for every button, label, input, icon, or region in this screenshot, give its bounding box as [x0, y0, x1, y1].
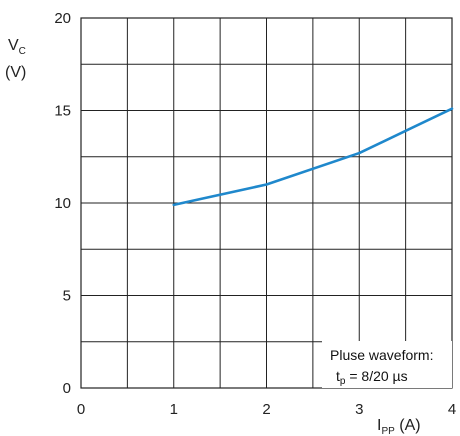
- y-tick-label: 15: [54, 103, 71, 120]
- x-tick-label: 1: [170, 401, 178, 418]
- annotation-tp-main: t: [336, 368, 340, 384]
- x-tick-label: 4: [448, 401, 456, 418]
- x-axis-title-sub: PP: [381, 426, 395, 436]
- series-line: [172, 107, 454, 207]
- x-tick-label: 3: [355, 401, 363, 418]
- y-axis-ticks: 0 5 10 15 20: [54, 10, 71, 397]
- y-axis-unit: (V): [5, 64, 26, 81]
- x-axis-title-main: I: [377, 417, 381, 434]
- annotation-tp-sub: p: [340, 376, 346, 387]
- y-tick-label: 5: [63, 288, 71, 305]
- annotation-line-1: Pluse waveform:: [330, 347, 433, 363]
- annotation-tp-rest: = 8/20 µs: [345, 368, 407, 384]
- x-axis-title-unit: (A): [395, 417, 421, 434]
- y-axis-title: VC: [8, 37, 26, 57]
- annotation-line-2: tp = 8/20 µs: [336, 368, 408, 387]
- y-tick-label: 0: [63, 380, 71, 397]
- y-tick-label: 20: [54, 10, 71, 27]
- y-tick-label: 10: [54, 195, 71, 212]
- y-axis-title-sub: C: [19, 46, 26, 57]
- x-tick-label: 0: [77, 401, 85, 418]
- series-layer: [172, 107, 454, 207]
- plot-frame: [80, 17, 453, 389]
- x-axis-ticks: 0 1 2 3 4: [77, 401, 456, 418]
- annotation-background: [322, 341, 452, 388]
- x-tick-label: 2: [262, 401, 270, 418]
- x-axis-title: IPP (A): [377, 417, 421, 436]
- y-axis-title-main: V: [8, 37, 19, 54]
